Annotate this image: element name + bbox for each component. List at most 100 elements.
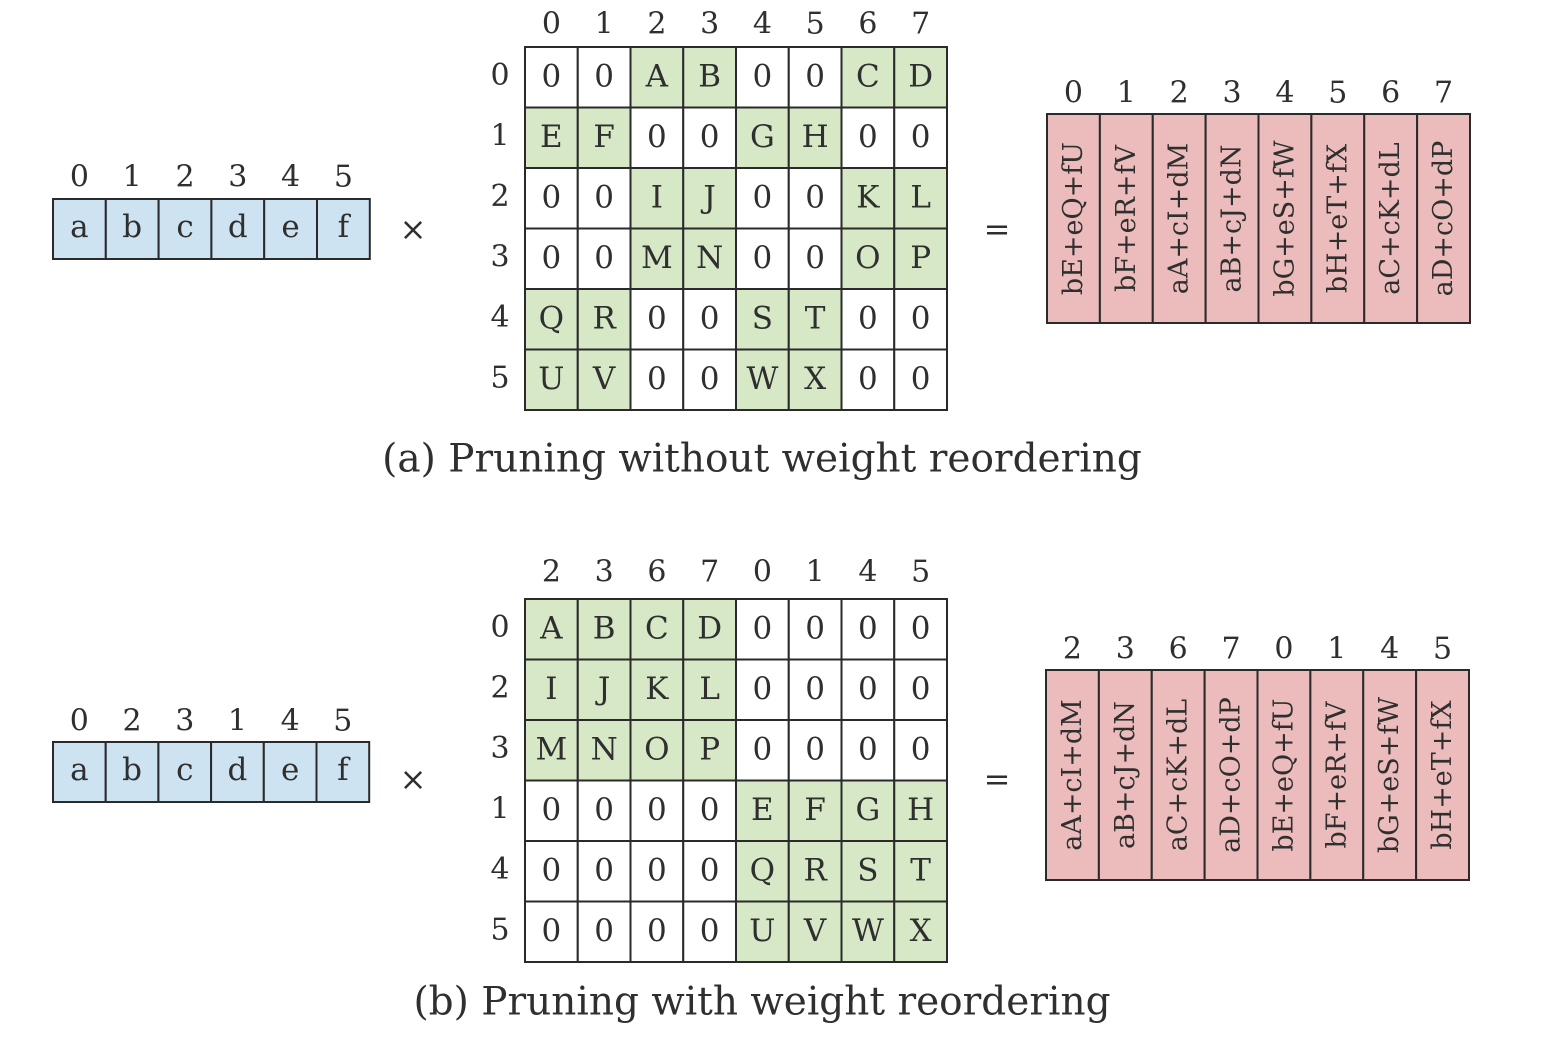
nonzero-weight-cell [893,227,948,290]
weight-value: H [802,119,829,155]
weight-value: 0 [753,240,773,276]
weight-value: 0 [911,119,931,155]
nonzero-weight-cell [524,288,579,351]
weight-value: K [645,671,669,707]
weight-value: 0 [805,731,825,767]
vector-cell-value: c [176,752,193,788]
weight-value: T [910,852,931,888]
input-vector: a 0b 2c 3d 1e 4 f 5 [52,704,371,803]
vector-cell-value: f [338,209,352,245]
weight-value: U [538,361,564,397]
result-cell-value: aB+cJ+dN [1110,701,1141,849]
zero-weight-cell [682,348,737,411]
zero-weight-cell [524,900,579,963]
result-cell-value: bE+eQ+fU [1268,698,1299,851]
zero-weight-cell [576,46,632,109]
result-index: 4 [1275,76,1294,111]
vector-cell [52,741,107,803]
nonzero-weight-cell [682,598,737,661]
zero-weight-cell [893,348,948,411]
zero-weight-cell [735,719,790,782]
result-cell-value: aD+cO+dP [1428,141,1459,297]
result-cell-value: bF+eR+fV [1111,144,1142,292]
weight-matrix: A B C D 0 0 0 0I J K L 0 0 0 0M N O P 0 0 0 00 0 0 0 E F G H0 0 0 0 Q R S T… [490,555,948,963]
result-index: 3 [1116,632,1135,667]
vector-index: 0 [70,160,89,195]
weight-value: 0 [647,300,667,336]
weight-value: C [856,58,880,94]
result-cell-value: aD+cO+dP [1216,697,1247,853]
zero-weight-cell [524,46,579,109]
nonzero-weight-cell [576,598,632,661]
result-index: 6 [1169,632,1188,667]
matrix-column-index: 3 [700,7,719,42]
matrix-row-index: 5 [490,912,509,947]
weight-value: 0 [753,58,773,94]
result-cell [1098,113,1154,324]
nonzero-weight-cell [629,658,685,721]
vector-cell-value: f [337,752,351,788]
weight-value: 0 [542,58,562,94]
weight-value: S [752,300,773,336]
result-cell-value: bF+eR+fV [1321,701,1352,849]
vector-index: 2 [123,704,142,739]
weight-value: 0 [700,119,720,155]
weight-value: U [749,913,775,949]
zero-weight-cell [735,46,790,109]
vector-index: 3 [175,704,194,739]
nonzero-weight-cell [893,900,948,963]
weight-value: 0 [858,361,878,397]
nonzero-weight-cell [735,779,790,842]
weight-value: I [651,179,663,215]
result-cell [1309,669,1365,881]
result-index: 0 [1274,632,1293,667]
result-cell [1416,113,1471,324]
weight-value: 0 [805,58,825,94]
weight-value: 0 [542,240,562,276]
zero-weight-cell [576,227,632,290]
zero-weight-cell [787,598,843,661]
result-cell [1203,669,1259,881]
weight-value: 0 [805,610,825,646]
result-cell [1362,669,1418,881]
vector-cell [52,198,107,260]
result-index: 3 [1223,76,1242,111]
result-index: 6 [1381,76,1400,111]
vector-cell-value: e [281,209,299,245]
result-vector: bE+eQ+fU 0 bF+eR+fV 1 aA+cI+dM 2 aB+cJ+dN 3 bG+e… [1046,76,1471,324]
weight-value: E [540,119,563,155]
result-cell-value: aC+cK+dL [1163,699,1194,852]
matrix-column-index: 2 [542,555,561,590]
result-index: 4 [1380,632,1399,667]
result-cell [1256,669,1312,881]
vector-cell-value: a [70,209,88,245]
result-index: 7 [1222,632,1241,667]
weight-value: N [591,731,618,767]
vector-cell-value: a [70,752,88,788]
result-cell [1045,669,1100,881]
matrix-row-index: 1 [490,791,509,826]
weight-value: 0 [700,852,720,888]
matrix-column-index: 4 [858,555,877,590]
weight-value: A [539,610,563,646]
result-cell-value: aB+cJ+dN [1217,144,1248,292]
weight-value: 0 [594,179,614,215]
zero-weight-cell [524,840,579,903]
matrix-row-index: 3 [490,239,509,274]
matrix-column-index: 2 [647,7,666,42]
weight-value: C [645,610,669,646]
weight-value: F [804,792,826,828]
weight-value: D [697,610,722,646]
nonzero-weight-cell [524,598,579,661]
zero-weight-cell [629,288,685,351]
weight-value: W [852,913,884,949]
weight-value: M [641,240,673,276]
weight-value: 0 [858,119,878,155]
weight-value: G [750,119,775,155]
weight-value: 0 [647,361,667,397]
nonzero-weight-cell [840,227,896,290]
matrix-row-index: 3 [490,731,509,766]
result-index: 1 [1117,76,1136,111]
weight-value: 0 [700,300,720,336]
